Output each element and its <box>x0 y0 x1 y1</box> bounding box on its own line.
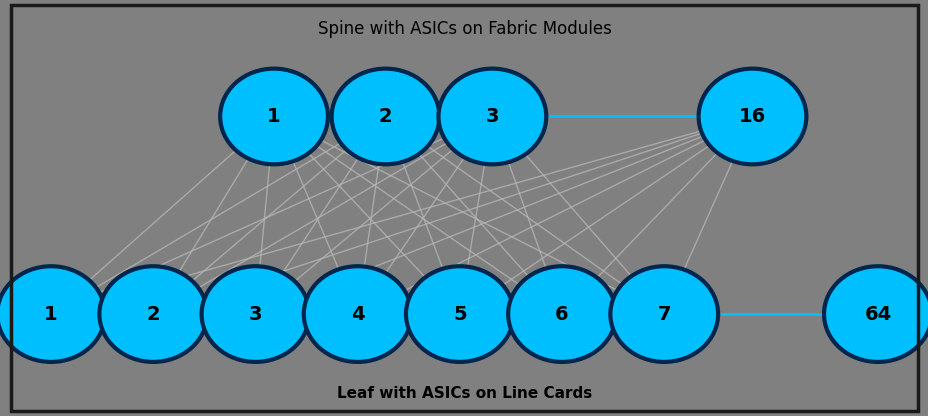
Text: 16: 16 <box>738 107 766 126</box>
Text: 3: 3 <box>249 305 262 324</box>
Ellipse shape <box>331 69 439 164</box>
Ellipse shape <box>99 266 207 362</box>
Ellipse shape <box>0 266 105 362</box>
Text: Spine with ASICs on Fabric Modules: Spine with ASICs on Fabric Modules <box>317 20 611 38</box>
Ellipse shape <box>823 266 928 362</box>
Ellipse shape <box>220 69 328 164</box>
Ellipse shape <box>201 266 309 362</box>
Text: 64: 64 <box>863 305 891 324</box>
Ellipse shape <box>508 266 615 362</box>
Ellipse shape <box>406 266 513 362</box>
Ellipse shape <box>698 69 806 164</box>
Text: 1: 1 <box>267 107 280 126</box>
Text: 7: 7 <box>657 305 670 324</box>
Ellipse shape <box>610 266 717 362</box>
Ellipse shape <box>303 266 411 362</box>
Text: 6: 6 <box>555 305 568 324</box>
Text: 2: 2 <box>379 107 392 126</box>
Ellipse shape <box>438 69 546 164</box>
Text: 3: 3 <box>485 107 498 126</box>
Text: 5: 5 <box>453 305 466 324</box>
Text: 4: 4 <box>351 305 364 324</box>
Text: Leaf with ASICs on Line Cards: Leaf with ASICs on Line Cards <box>337 386 591 401</box>
Text: 2: 2 <box>147 305 160 324</box>
Text: 1: 1 <box>45 305 58 324</box>
